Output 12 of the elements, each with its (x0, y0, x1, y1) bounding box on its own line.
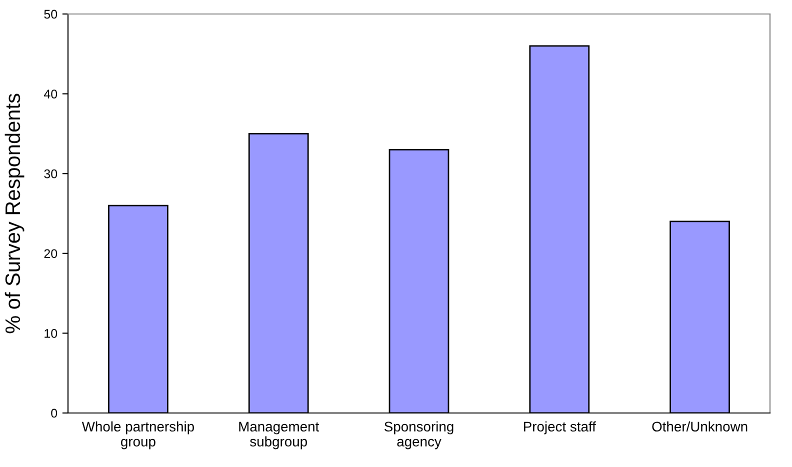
x-tick-label: Management subgroup (239, 422, 320, 450)
y-tick-label: 50 (44, 10, 58, 19)
x-tick-label: Sponsoring agency (384, 421, 454, 450)
x-tick-label: Whole partnership group (82, 421, 194, 450)
y-tick-label: 10 (44, 329, 58, 338)
y-tick-label: 0 (51, 408, 58, 418)
y-tick-label: 40 (44, 90, 58, 98)
y-axis-title: % of Survey Respondents (4, 94, 24, 334)
x-tick-label: Project staff (524, 421, 596, 434)
y-tick-label: 20 (44, 249, 58, 258)
x-tick-label: Other/Unknown (652, 421, 748, 432)
y-tick-label: 30 (44, 169, 58, 178)
